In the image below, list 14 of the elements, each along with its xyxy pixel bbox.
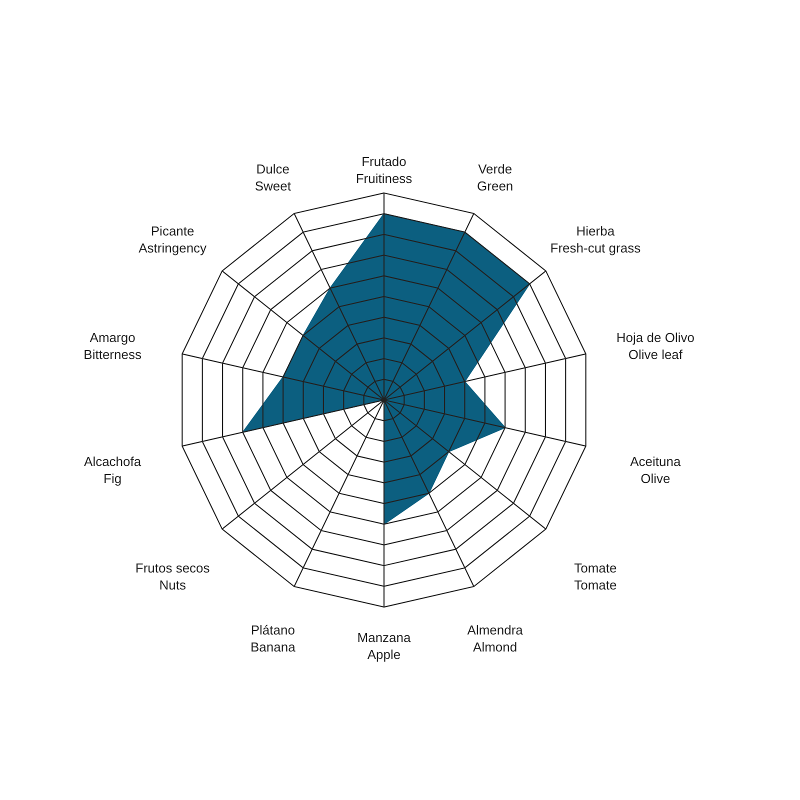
spoke-label: Frutado Fruitiness [356,154,413,186]
spoke-label: Hierba Fresh-cut grass [550,223,642,256]
spoke-label: Manzana Apple [357,630,412,662]
spoke-label: Alcachofa Fig [84,454,142,486]
spoke-label: Dulce Sweet [254,161,292,194]
spoke-label: Hoja de Olivo Olive leaf [616,330,694,362]
spoke-label: Verde Green [477,161,514,194]
spoke-label: Tomate Tomate [574,560,617,593]
spoke-label: Aceituna Olive [630,454,682,486]
spoke-label: Almendra Almond [467,622,524,655]
spoke-label: Plátano Banana [250,622,296,655]
spoke-label: Frutos secos Nuts [135,560,210,593]
spoke-label: Picante Astringency [138,223,208,256]
spoke-label: Amargo Bitterness [84,330,142,362]
